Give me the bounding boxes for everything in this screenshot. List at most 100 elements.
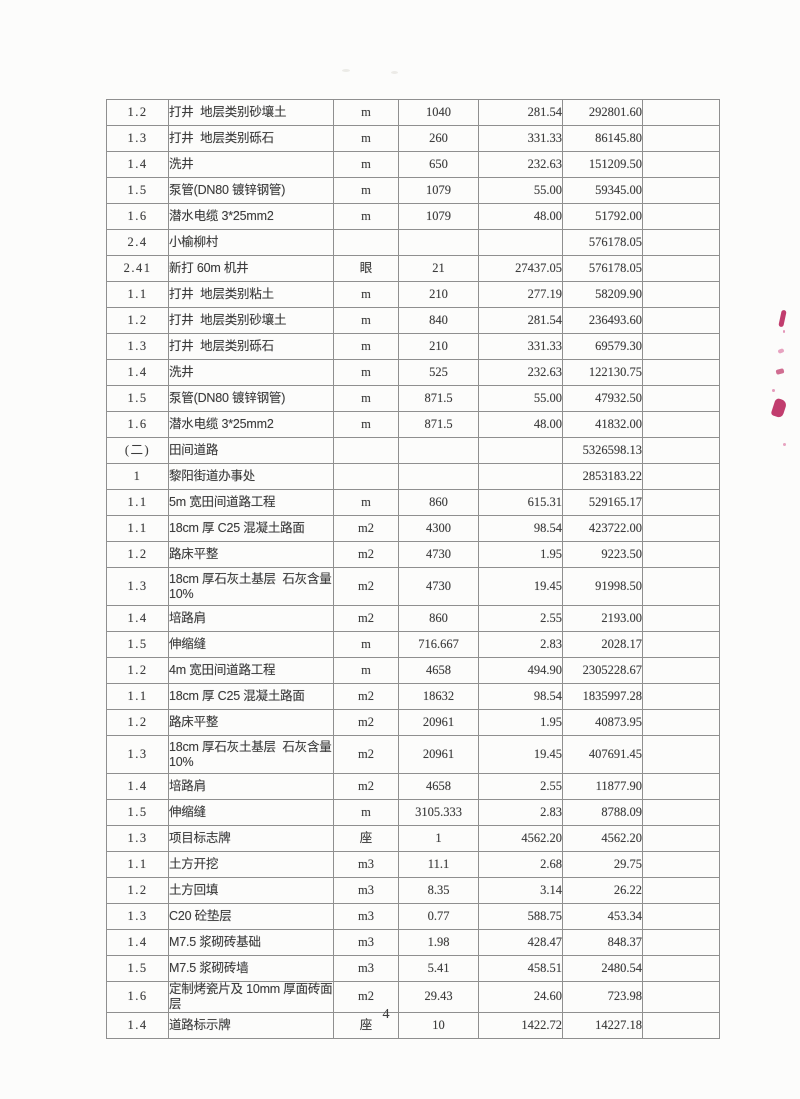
cell-unit: m [333,411,399,438]
cell-name: 土方回填 [168,877,334,904]
cell-amount: 2480.54 [562,955,643,982]
cell-name: 18cm 厚 C25 混凝土路面 [168,515,334,542]
scan-speck [391,71,398,74]
cell-qty: 20961 [398,709,479,736]
cell-seq: 1.6 [106,411,169,438]
table-row: 2.4 小榆柳村 576178.05 [106,229,720,256]
cell-seq: 1.4 [106,773,169,800]
cell-qty: 210 [398,333,479,360]
cell-qty: 210 [398,281,479,308]
cell-amount: 529165.17 [562,489,643,516]
cell-qty: 4658 [398,773,479,800]
cell-amount: 4562.20 [562,825,643,852]
cell-name: 泵管(DN80 镀锌钢管) [168,177,334,204]
cell-unit: m2 [333,709,399,736]
cell-qty [398,229,479,256]
cell-price: 2.68 [478,851,563,878]
cell-unit: m [333,203,399,230]
table-row: 1.4 培路肩 m2 860 2.55 2193.00 [106,605,720,632]
cell-price: 48.00 [478,203,563,230]
cell-blank [642,825,720,852]
cell-qty: 20961 [398,735,479,774]
cell-seq: 1.2 [106,99,169,126]
table-row: 1.5 伸缩缝 m 716.667 2.83 2028.17 [106,631,720,658]
cost-table: 1.2 打井 地层类别砂壤土 m 1040 281.54 292801.60 1.3 打井 地… [106,99,720,1039]
cell-name: 小榆柳村 [168,229,334,256]
table-row: 1 黎阳街道办事处 2853183.22 [106,463,720,490]
cell-amount: 8788.09 [562,799,643,826]
cell-price: 281.54 [478,307,563,334]
cell-blank [642,203,720,230]
cell-seq: 1.2 [106,541,169,568]
cell-price: 27437.05 [478,255,563,282]
cell-blank [642,657,720,684]
cell-unit [333,463,399,490]
cell-amount: 236493.60 [562,307,643,334]
cell-unit: m3 [333,929,399,956]
cell-seq: 1.4 [106,1011,169,1039]
cell-seq: 2.4 [106,229,169,256]
cell-seq: 1.1 [106,683,169,710]
cell-amount: 2305228.67 [562,657,643,684]
cell-name: 土方开挖 [168,851,334,878]
cell-unit: m2 [333,773,399,800]
cell-name: 泵管(DN80 镀锌钢管) [168,385,334,412]
cell-price: 98.54 [478,683,563,710]
cell-price [478,229,563,256]
cell-seq: 1 [106,463,169,490]
cell-unit: m3 [333,955,399,982]
cell-price: 281.54 [478,99,563,126]
cell-amount: 576178.05 [562,255,643,282]
cell-name: C20 砼垫层 [168,903,334,930]
cell-unit: 眼 [333,255,399,282]
cell-amount: 9223.50 [562,541,643,568]
cell-seq: 1.2 [106,307,169,334]
cell-name: M7.5 浆砌砖基础 [168,929,334,956]
cell-blank [642,955,720,982]
cell-qty [398,463,479,490]
table-row: 1.6 潜水电缆 3*25mm2 m 1079 48.00 51792.00 [106,203,720,230]
cell-price: 1422.72 [478,1011,563,1039]
cell-price: 24.60 [478,981,563,1013]
cell-name: 打井 地层类别砂壤土 [168,307,334,334]
cell-name: 打井 地层类别砂壤土 [168,99,334,126]
cell-name: 18cm 厚 C25 混凝土路面 [168,683,334,710]
red-ink-mark [772,389,775,392]
cell-blank [642,515,720,542]
cell-qty: 8.35 [398,877,479,904]
cell-blank [642,151,720,178]
table-row: 1.1 18cm 厚 C25 混凝土路面 m2 4300 98.54 423722.00 [106,515,720,542]
cell-name: 黎阳街道办事处 [168,463,334,490]
cell-name: 定制烤瓷片及 10mm 厚面砖面层 [168,981,334,1013]
cell-name: 潜水电缆 3*25mm2 [168,203,334,230]
cell-qty: 5.41 [398,955,479,982]
cell-qty: 4658 [398,657,479,684]
cell-unit [333,229,399,256]
cell-amount: 86145.80 [562,125,643,152]
cell-name: 打井 地层类别粘土 [168,281,334,308]
cell-name: 路床平整 [168,541,334,568]
cell-seq: 1.2 [106,657,169,684]
cell-blank [642,683,720,710]
red-ink-mark [783,443,786,446]
cell-amount: 5326598.13 [562,437,643,464]
cell-unit: m3 [333,851,399,878]
red-ink-mark [783,330,785,333]
cell-qty: 840 [398,307,479,334]
cell-unit: m2 [333,567,399,606]
cell-blank [642,709,720,736]
cell-qty: 1040 [398,99,479,126]
cell-name: 洗井 [168,151,334,178]
cell-blank [642,177,720,204]
cell-qty: 1 [398,825,479,852]
cell-blank [642,463,720,490]
cell-name: M7.5 浆砌砖墙 [168,955,334,982]
cell-unit: m [333,333,399,360]
cell-qty: 0.77 [398,903,479,930]
table-row: 1.2 土方回填 m3 8.35 3.14 26.22 [106,877,720,904]
cell-unit: m3 [333,877,399,904]
cell-qty: 860 [398,605,479,632]
cell-amount: 151209.50 [562,151,643,178]
cell-blank [642,851,720,878]
